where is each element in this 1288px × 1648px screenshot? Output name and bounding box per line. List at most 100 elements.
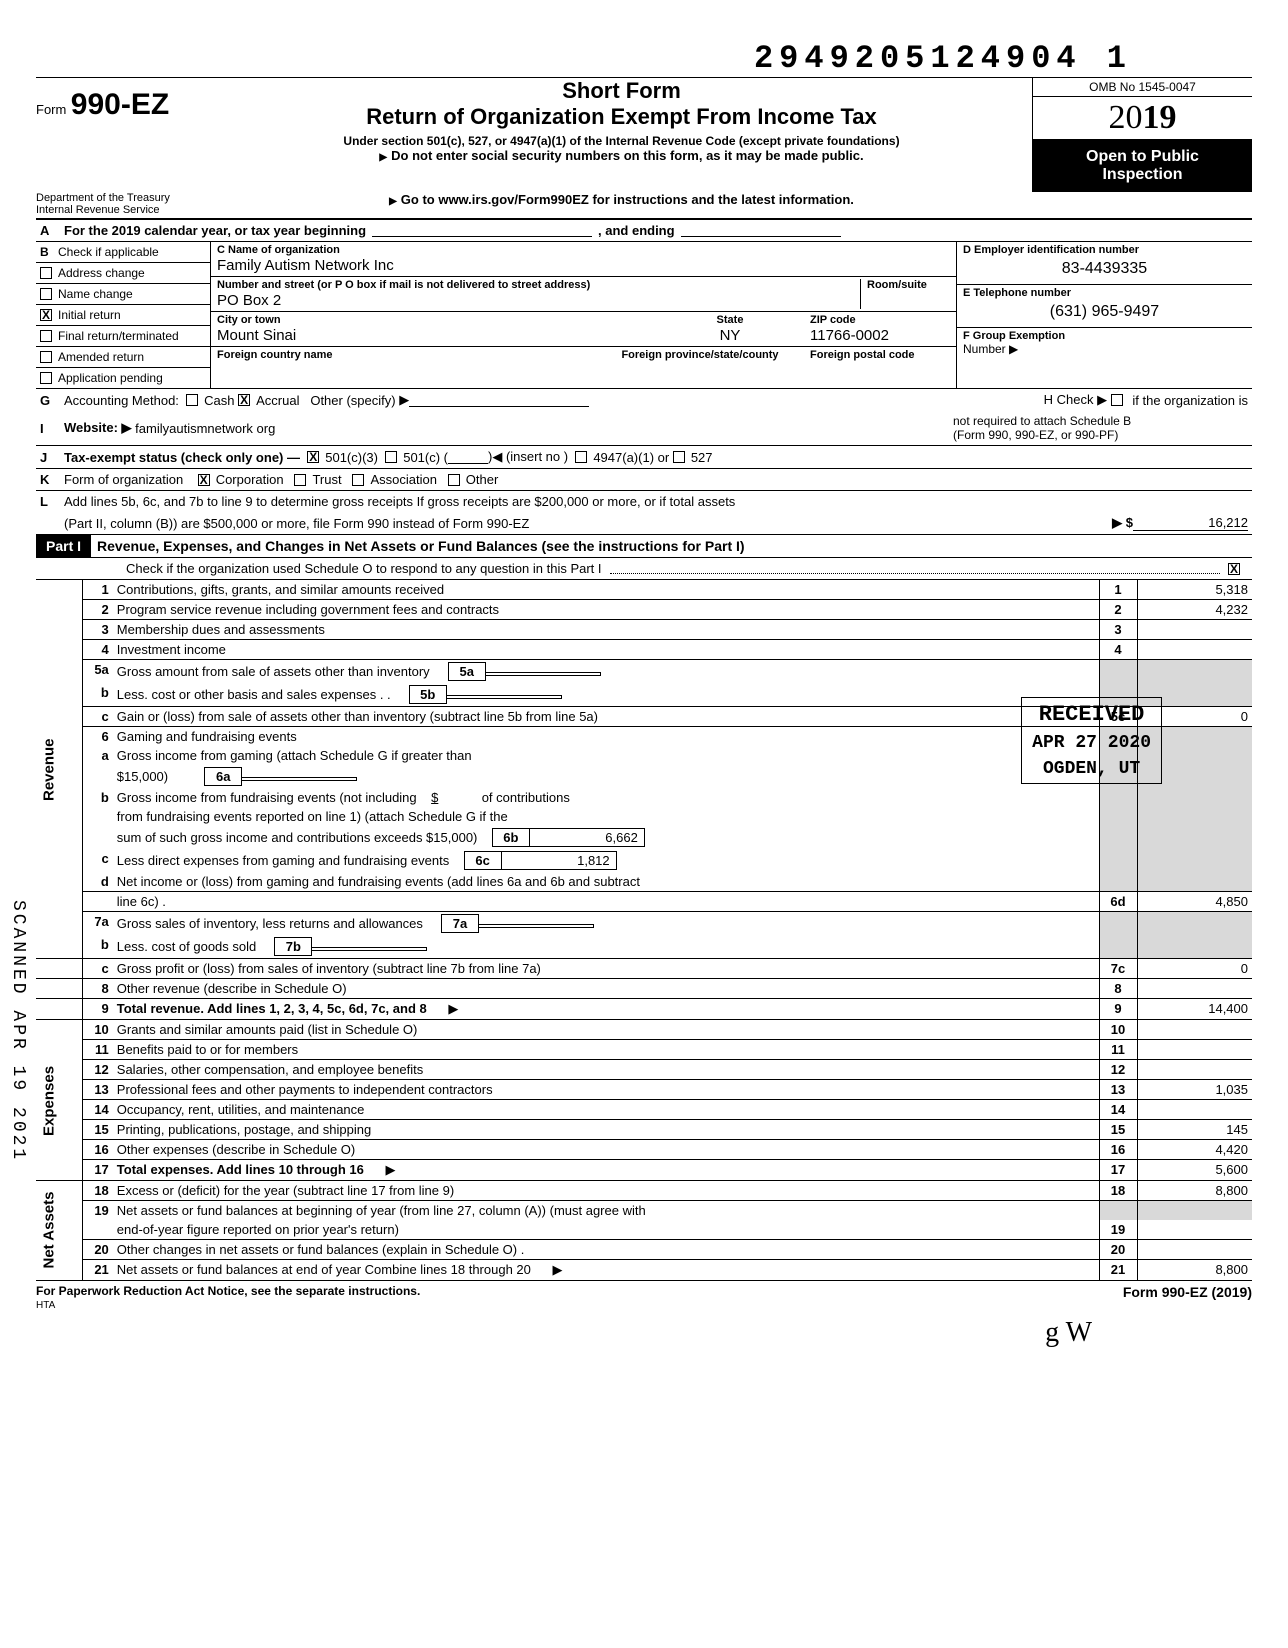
chk-trust[interactable]: [294, 474, 306, 486]
chk-501c3[interactable]: X: [307, 451, 319, 463]
g-cash: Cash: [204, 393, 234, 408]
chk-sched-o[interactable]: X: [1228, 563, 1240, 575]
j-label: Tax-exempt status (check only one) —: [64, 450, 300, 465]
col-b: BCheck if applicable Address change Name…: [36, 242, 211, 388]
l7a-desc: Gross sales of inventory, less returns a…: [117, 916, 423, 931]
b-item-0: Address change: [58, 266, 145, 280]
l5b-amt[interactable]: [447, 695, 562, 699]
l6b-desc3: sum of such gross income and contributio…: [117, 830, 478, 845]
j-insert-blank[interactable]: [448, 450, 488, 464]
row-a-text: For the 2019 calendar year, or tax year …: [64, 223, 366, 238]
signature: g W: [36, 1311, 1252, 1349]
org-city: Mount Sinai: [217, 326, 650, 344]
g-other-blank[interactable]: [409, 393, 589, 407]
financial-section: RECEIVED APR 27 2020 OGDEN, UT Revenue 1…: [36, 579, 1252, 1280]
chk-527[interactable]: [673, 451, 685, 463]
l20-desc: Other changes in net assets or fund bala…: [113, 1240, 1099, 1260]
letter-g: G: [40, 393, 64, 408]
org-name: Family Autism Network Inc: [217, 256, 394, 274]
l6b-of: of contributions: [482, 790, 570, 805]
c-street-hdr: Number and street (or P O box if mail is…: [217, 279, 860, 291]
l8-desc: Other revenue (describe in Schedule O): [113, 979, 1099, 999]
chk-assoc[interactable]: [352, 474, 364, 486]
l7a-box: 7a: [441, 914, 479, 933]
side-netassets: Net Assets: [36, 1181, 83, 1281]
chk-final[interactable]: [40, 330, 52, 342]
l6d-desc2: line 6c) .: [113, 892, 1099, 912]
e-hdr: E Telephone number: [963, 287, 1246, 299]
chk-cash[interactable]: [186, 394, 198, 406]
l6a-box: 6a: [204, 767, 242, 786]
f-hdr: F Group Exemption: [963, 330, 1246, 342]
form-number: 990-EZ: [71, 88, 169, 121]
top-grid: BCheck if applicable Address change Name…: [36, 241, 1252, 388]
l6a-desc: Gross income from gaming (attach Schedul…: [117, 748, 472, 763]
sched-o-text: Check if the organization used Schedule …: [126, 561, 602, 576]
l18-amt: 8,800: [1137, 1181, 1252, 1201]
l7b-box: 7b: [274, 937, 312, 956]
letter-i: I: [40, 421, 64, 436]
a-end-blank[interactable]: [681, 223, 841, 237]
l5a-box: 5a: [448, 662, 486, 681]
part1-badge: Part I: [36, 535, 91, 557]
open-l1: Open to Public: [1037, 148, 1248, 166]
l5a-amt[interactable]: [486, 672, 601, 676]
l10-desc: Grants and similar amounts paid (list in…: [113, 1020, 1099, 1040]
chk-other[interactable]: [448, 474, 460, 486]
l6a-amt[interactable]: [242, 777, 357, 781]
sched-o-row: Check if the organization used Schedule …: [36, 558, 1252, 579]
received-stamp: RECEIVED APR 27 2020 OGDEN, UT: [1021, 697, 1162, 784]
footer-left: For Paperwork Reduction Act Notice, see …: [36, 1284, 420, 1300]
l2-desc: Program service revenue including govern…: [113, 600, 1099, 620]
l3-amt: [1137, 620, 1252, 640]
c-name-hdr: C Name of organization: [217, 244, 394, 256]
l6a-desc2: $15,000): [117, 769, 168, 784]
chk-name[interactable]: [40, 288, 52, 300]
under-section: Under section 501(c), 527, or 4947(a)(1)…: [211, 134, 1032, 148]
part1-title: Revenue, Expenses, and Changes in Net As…: [91, 536, 1252, 556]
zip-hdr: ZIP code: [810, 314, 950, 326]
scanned-stamp: SCANNED APR 19 2021: [8, 900, 28, 1162]
l7b-amt[interactable]: [312, 947, 427, 951]
j-ins: )◀ (insert no ): [488, 449, 568, 465]
row-a: A For the 2019 calendar year, or tax yea…: [36, 220, 1252, 241]
l19-desc2: end-of-year figure reported on prior yea…: [113, 1220, 1099, 1240]
chk-h[interactable]: [1111, 394, 1123, 406]
a-begin-blank[interactable]: [372, 223, 592, 237]
l7a-amt[interactable]: [479, 924, 594, 928]
chk-accrual[interactable]: X: [238, 394, 250, 406]
l9-amt: 14,400: [1137, 999, 1252, 1020]
row-a-and: , and ending: [598, 223, 675, 238]
chk-corp[interactable]: X: [198, 474, 210, 486]
l-amount: 16,212: [1133, 515, 1248, 531]
b-item-3: Final return/terminated: [58, 329, 179, 343]
chk-address[interactable]: [40, 267, 52, 279]
open-l2: Inspection: [1037, 166, 1248, 184]
k-trust: Trust: [312, 472, 341, 487]
d-hdr: D Employer identification number: [963, 244, 1246, 256]
chk-pending[interactable]: [40, 372, 52, 384]
l17-desc: Total expenses. Add lines 10 through 16: [117, 1162, 364, 1177]
letter-b: B: [40, 245, 58, 259]
l4-desc: Investment income: [113, 640, 1099, 660]
l5c-desc: Gain or (loss) from sale of assets other…: [113, 707, 1099, 727]
side-expenses: Expenses: [36, 1020, 83, 1181]
chk-initial[interactable]: X: [40, 309, 52, 321]
l15-amt: 145: [1137, 1120, 1252, 1140]
l5b-desc: Less. cost or other basis and sales expe…: [117, 687, 391, 702]
chk-amended[interactable]: [40, 351, 52, 363]
mid-rows: G Accounting Method: Cash XAccrual Other…: [36, 388, 1252, 534]
h-if: if the organization is: [1132, 393, 1248, 408]
l17-amt: 5,600: [1137, 1160, 1252, 1181]
b-item-5: Application pending: [58, 371, 163, 385]
city-hdr: City or town: [217, 314, 650, 326]
l7b-desc: Less. cost of goods sold: [117, 939, 256, 954]
l1-amt: 5,318: [1137, 580, 1252, 600]
org-street: PO Box 2: [217, 291, 860, 309]
chk-4947[interactable]: [575, 451, 587, 463]
l6c-box: 6c: [464, 851, 502, 870]
chk-501c[interactable]: [385, 451, 397, 463]
l3-desc: Membership dues and assessments: [113, 620, 1099, 640]
dept-l2: Internal Revenue Service: [36, 204, 211, 216]
fcountry-hdr: Foreign country name: [217, 349, 590, 361]
